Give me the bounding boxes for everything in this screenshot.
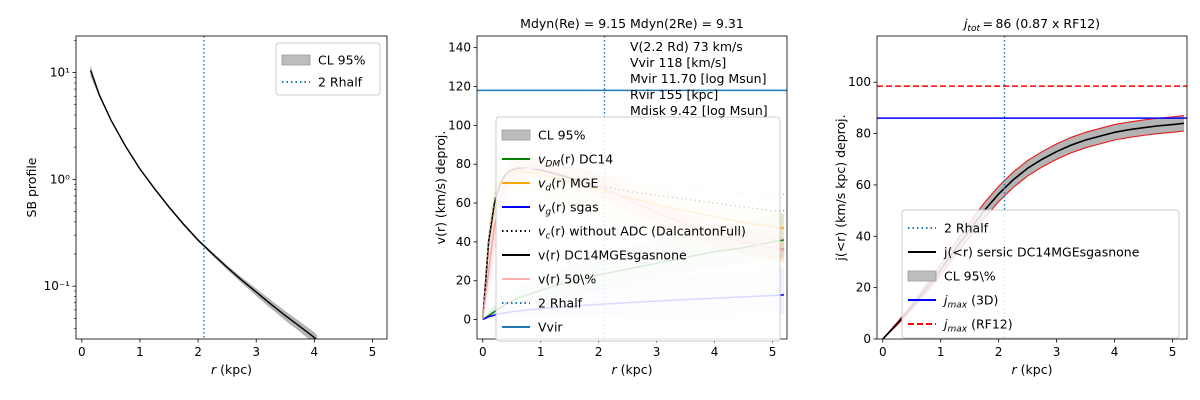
- y-tick-label: 0: [463, 313, 471, 327]
- axes-frame: [876, 35, 1188, 340]
- y-tick-label: 0: [863, 332, 871, 346]
- x-tick-label: 1: [136, 345, 144, 359]
- chart-title: Mdyn(Re) = 9.15 Mdyn(2Re) = 9.31: [520, 16, 744, 31]
- chart-title: jtot = 86 (0.87 x RF12): [962, 16, 1100, 34]
- y-tick-label: 80: [456, 157, 471, 171]
- legend-label: Vvir: [538, 320, 563, 335]
- legend-box: [495, 116, 781, 342]
- x-tick-label: 3: [252, 345, 260, 359]
- legend-label: vc(r) without ADC (DalcantonFull): [538, 224, 746, 242]
- x-tick-label: 0: [479, 345, 487, 359]
- y-tick-label: 10¹: [50, 66, 70, 80]
- legend-label: 2 Rhalf: [944, 221, 989, 236]
- legend-label: jmax (RF12): [942, 317, 1013, 335]
- legend-label: 2 Rhalf: [538, 296, 583, 311]
- y-axis-label: SB profile: [24, 157, 39, 217]
- x-axis-label: r (kpc): [1012, 362, 1053, 377]
- legend-label: jmax (3D): [942, 293, 998, 311]
- x-tick-label: 5: [769, 345, 777, 359]
- panel-angular-momentum: 0 1 2 3 4 5 0 20 40 60 80 100 r (kpc) j(<r) (km/s kpc…: [833, 16, 1188, 377]
- info-line: V(2.2 Rd) 73 km/s: [630, 39, 743, 54]
- y-tick-label: 100: [848, 75, 871, 89]
- legend-box: [901, 209, 1180, 339]
- x-tick-label: 2: [194, 345, 202, 359]
- legend-label: CL 95\%: [944, 269, 996, 284]
- y-axis-label: v(r) (km/s) deproj.: [433, 131, 448, 245]
- y-tick-label: 40: [856, 229, 871, 243]
- info-line: Vvir 118 [km/s]: [630, 55, 726, 70]
- x-tick-label: 4: [1111, 345, 1119, 359]
- x-tick-label: 5: [369, 345, 377, 359]
- y-tick-label: 10⁰: [50, 172, 70, 186]
- plot-area: [89, 36, 318, 339]
- x-tick-label: 2: [595, 345, 603, 359]
- x-tick-label: 0: [78, 345, 86, 359]
- legend-label: vd(r) MGE: [538, 176, 598, 194]
- axes-frame: [75, 35, 388, 340]
- confidence-band: [882, 115, 1185, 339]
- y-tick-label: 60: [856, 178, 871, 192]
- legend-label: vDM(r) DC14: [538, 152, 613, 170]
- x-tick-label: 2: [995, 345, 1003, 359]
- y-tick-label: 100: [448, 118, 471, 132]
- x-axis-label: r (kpc): [211, 362, 252, 377]
- y-tick-label: 60: [456, 196, 471, 210]
- y-axis-label: j(<r) (km/s kpc) deproj.: [833, 114, 848, 261]
- legend-label: CL 95%: [318, 53, 366, 68]
- y-tick-label: 10⁻¹: [44, 279, 71, 293]
- legend-label: v(r) 50\%: [538, 272, 596, 287]
- x-axis-label: r (kpc): [612, 362, 653, 377]
- x-tick-label: 3: [653, 345, 661, 359]
- legend-label: CL 95%: [538, 128, 586, 143]
- sb-profile-line: [89, 70, 317, 339]
- legend-label: v(r) DC14MGEsgasnone: [538, 248, 687, 263]
- x-tick-label: 5: [1169, 345, 1177, 359]
- panel-sb-profile: 0 1 2 3 4 5 10⁻¹ 10⁰ 10¹ r (kpc) SB profile CL 95% 2…: [24, 35, 388, 377]
- info-line: Rvir 155 [kpc]: [630, 87, 718, 102]
- x-tick-label: 1: [937, 345, 945, 359]
- legend-label: j(<r) sersic DC14MGEsgasnone: [943, 245, 1140, 260]
- y-tick-label: 80: [856, 127, 871, 141]
- panel-velocity: 0 1 2 3 4 5 0 20 40 60 80 100 120 140 r (kpc) v(r) (km/…: [433, 16, 788, 377]
- legend-label: vg(r) sgas: [538, 200, 599, 218]
- legend-swatch-patch: [501, 129, 531, 141]
- info-line: Mdisk 9.42 [log Msun]: [630, 103, 768, 118]
- info-line: Mvir 11.70 [log Msun]: [630, 71, 766, 86]
- legend-label: 2 Rhalf: [318, 75, 363, 90]
- y-tick-label: 140: [448, 41, 471, 55]
- y-tick-label: 20: [456, 274, 471, 288]
- x-tick-label: 4: [711, 345, 719, 359]
- legend-swatch-patch: [281, 54, 311, 66]
- legend-swatch-patch: [907, 270, 937, 282]
- x-tick-label: 1: [537, 345, 545, 359]
- y-tick-label: 20: [856, 281, 871, 295]
- x-tick-label: 3: [1053, 345, 1061, 359]
- x-tick-label: 0: [879, 345, 887, 359]
- x-tick-label: 4: [311, 345, 319, 359]
- y-tick-label: 40: [456, 235, 471, 249]
- y-tick-label: 120: [448, 80, 471, 94]
